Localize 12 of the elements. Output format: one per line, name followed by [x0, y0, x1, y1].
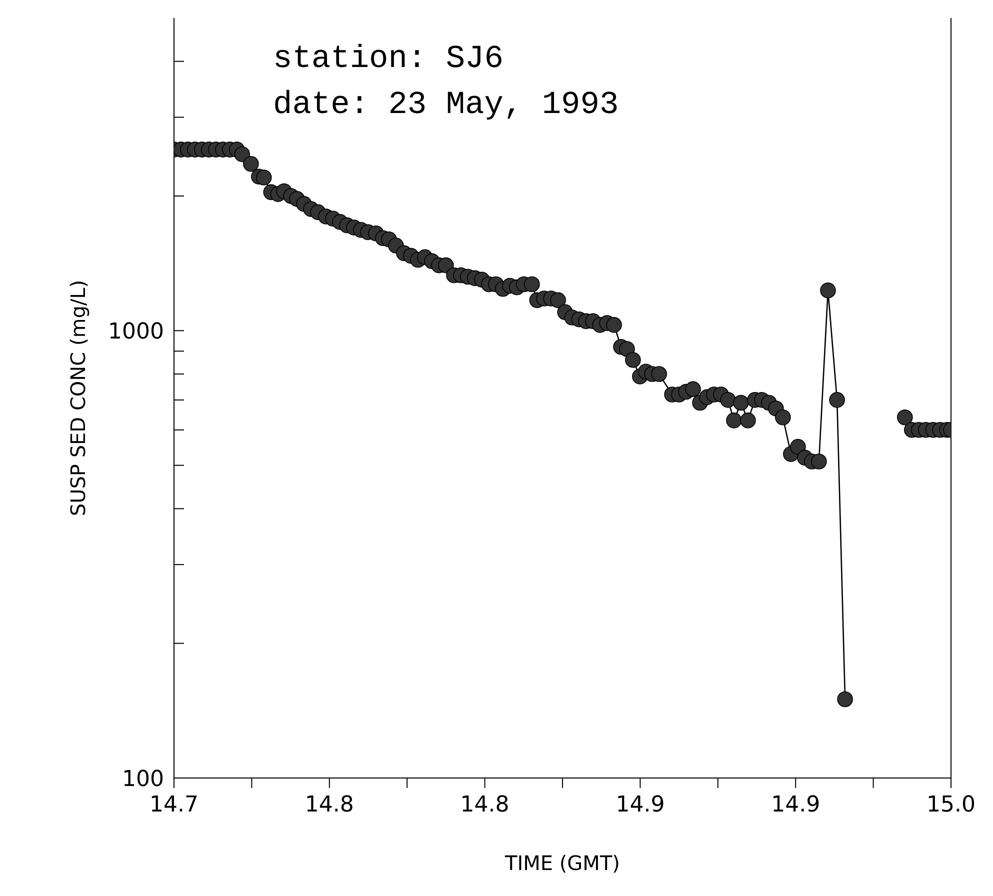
x-tick-label: 14.9 — [616, 792, 665, 818]
y-axis-title: SUSP SED CONC (mg/L) — [66, 280, 90, 516]
x-tick-label: 14.8 — [304, 792, 354, 818]
x-axis-title: TIME (GMT) — [504, 851, 620, 875]
x-tick-label: 14.9 — [771, 792, 820, 818]
y-tick-label: 1000 — [108, 319, 164, 344]
y-tick-label: 100 — [122, 766, 164, 792]
x-tick-label: 14.8 — [460, 792, 510, 818]
annotation: date: 23 May, 1993 — [273, 86, 619, 123]
annotation: station: SJ6 — [273, 40, 504, 77]
x-tick-label: 14.7 — [150, 792, 198, 818]
x-tick-label: 15.0 — [926, 792, 976, 818]
